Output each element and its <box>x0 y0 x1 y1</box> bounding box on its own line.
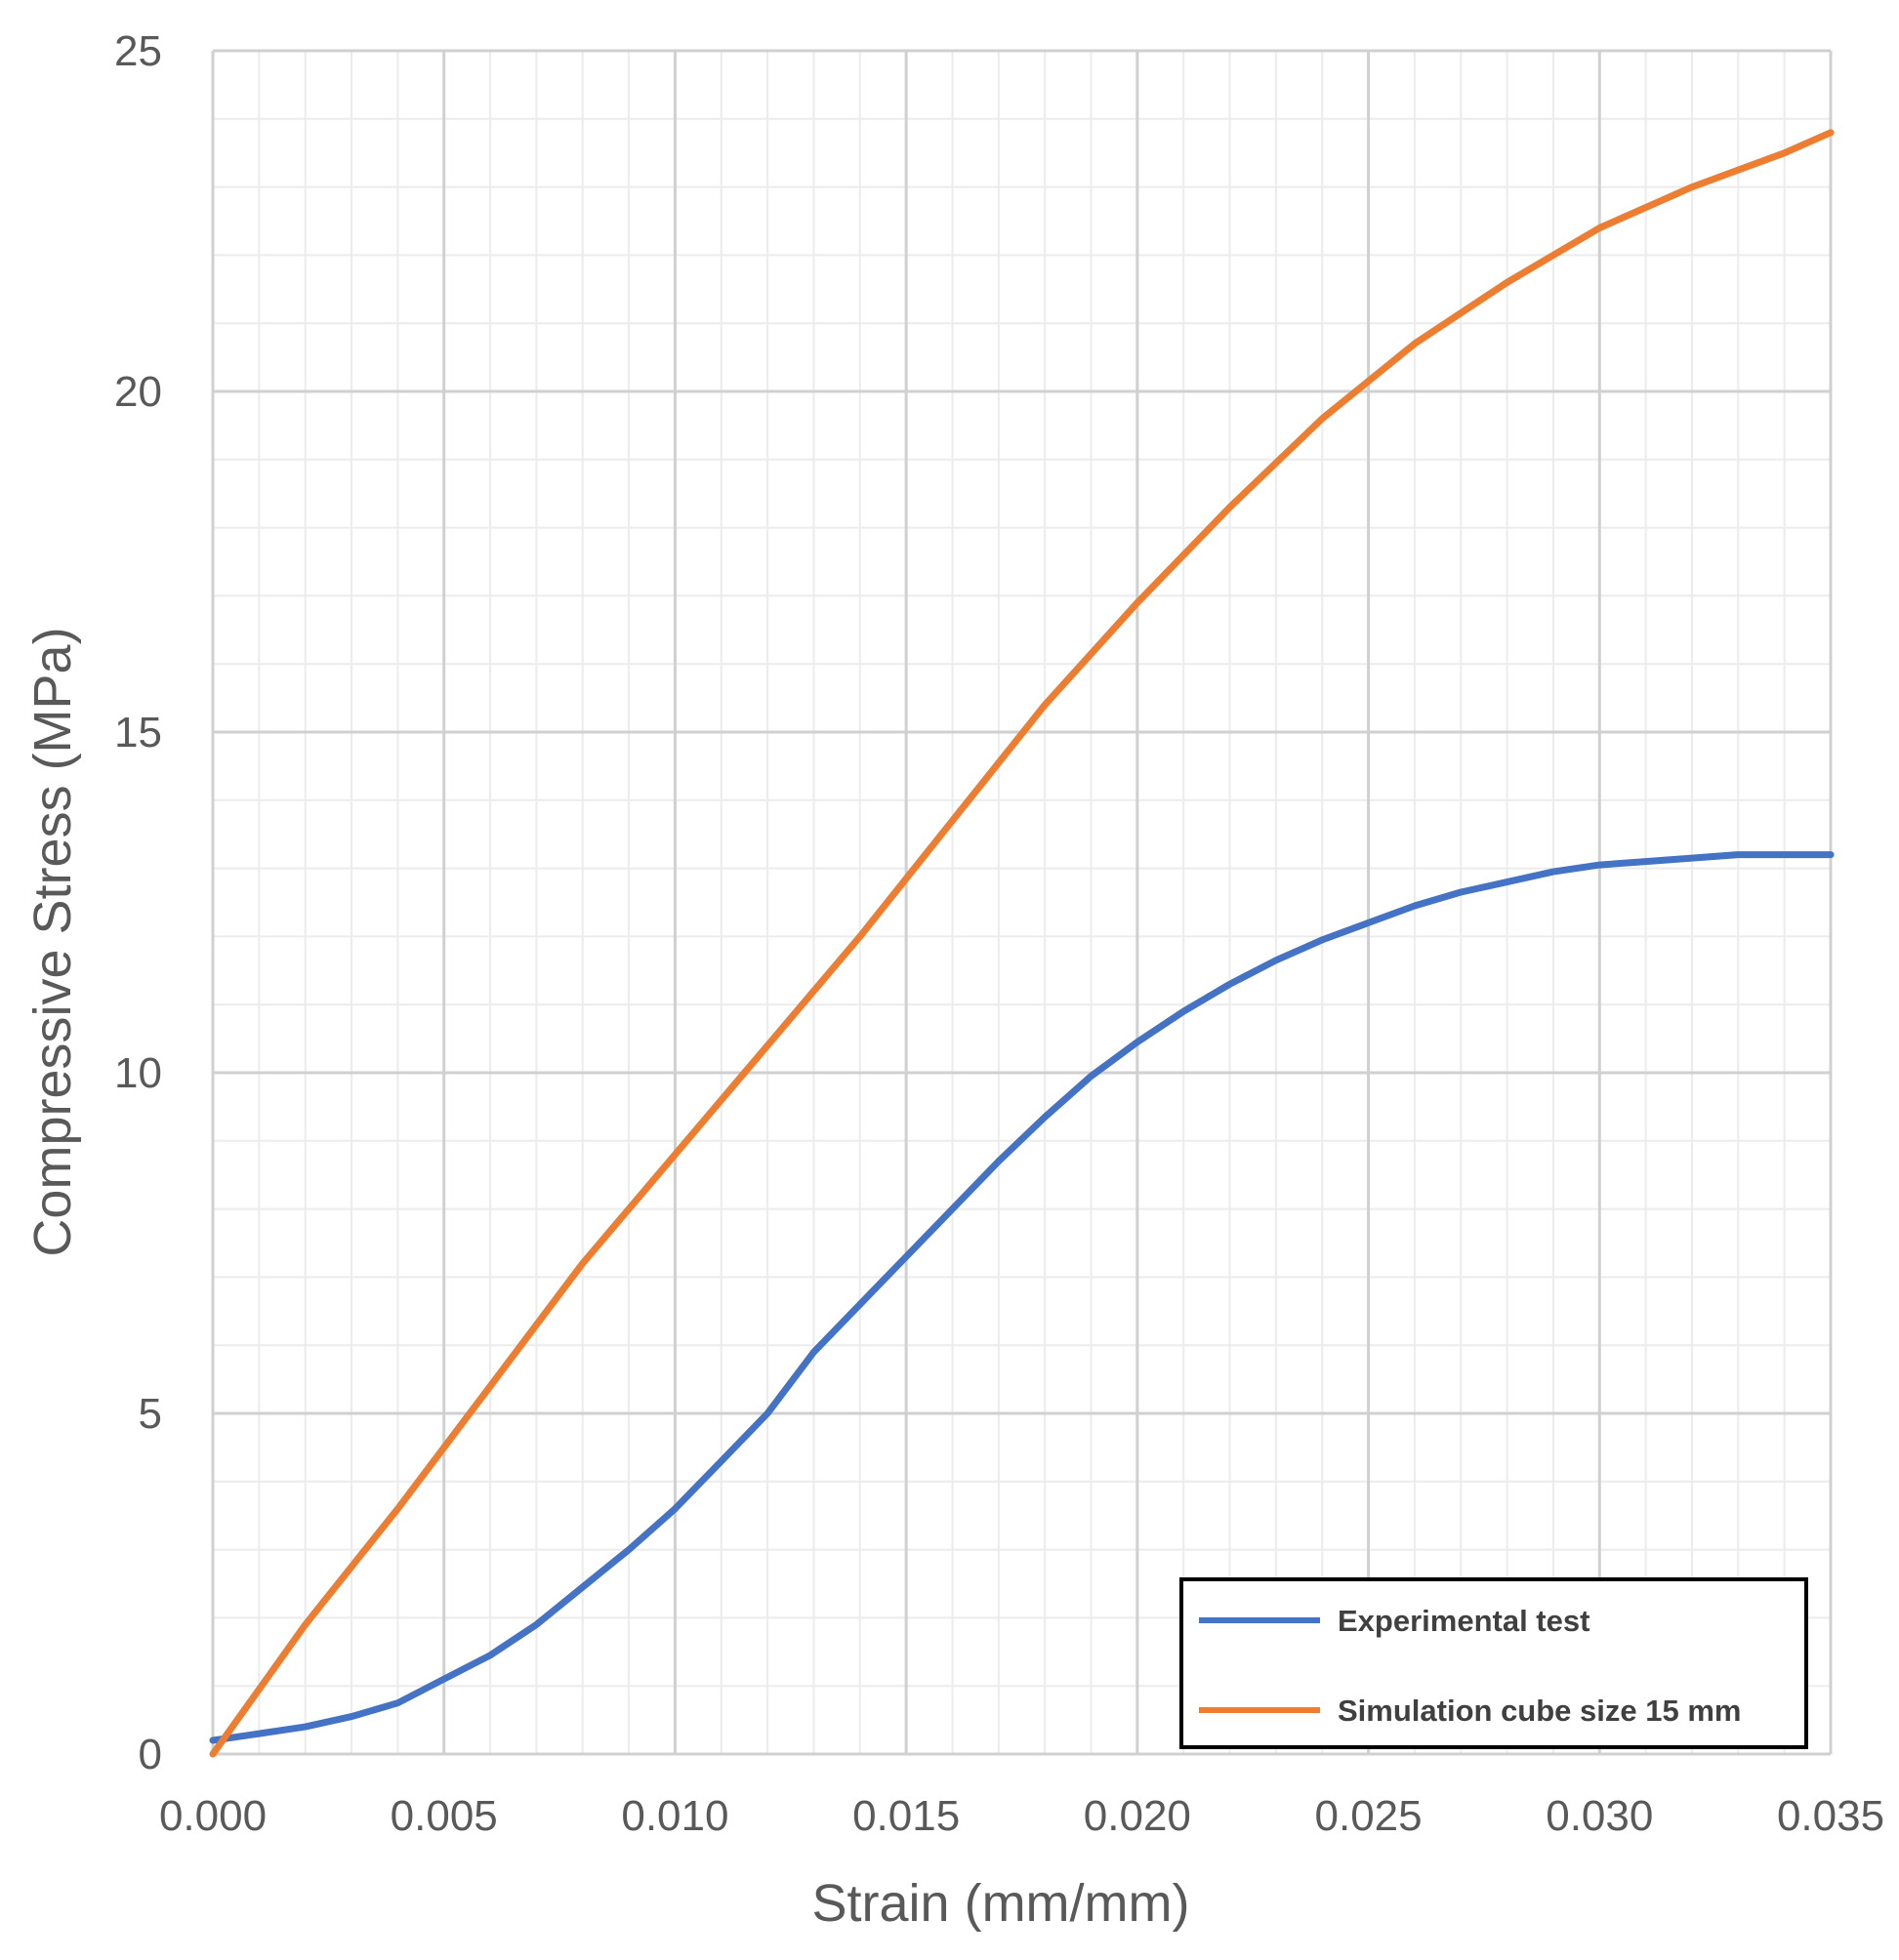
x-tick-label: 0.010 <box>621 1792 728 1840</box>
y-tick-label: 5 <box>139 1390 162 1438</box>
series-line-simulation <box>209 129 1835 1758</box>
x-tick-labels: 0.000 0.005 0.010 0.015 0.020 0.025 0.030 0.035 <box>159 1792 1884 1840</box>
y-axis-title: Compressive Stress (MPa) <box>23 627 82 1256</box>
y-tick-label: 25 <box>114 27 162 75</box>
x-tick-label: 0.015 <box>852 1792 960 1840</box>
legend-box <box>1179 1577 1808 1749</box>
y-tick-label: 20 <box>114 368 162 416</box>
x-axis-title: Strain (mm/mm) <box>812 1874 1190 1933</box>
legend: Experimental test Simulation cube size 1… <box>1179 1577 1808 1749</box>
legend-label-simulation: Simulation cube size 15 mm <box>1338 1694 1741 1728</box>
x-tick-label: 0.025 <box>1315 1792 1423 1840</box>
series-layer <box>209 129 1835 1758</box>
minor-gridlines <box>212 50 1832 1755</box>
legend-label-experimental: Experimental test <box>1338 1604 1589 1638</box>
x-tick-label: 0.000 <box>159 1792 267 1840</box>
y-tick-label: 0 <box>139 1731 162 1778</box>
y-tick-labels: 0 5 10 15 20 25 <box>114 27 162 1778</box>
major-gridlines <box>211 49 1833 1756</box>
y-tick-label: 10 <box>114 1049 162 1097</box>
y-tick-label: 15 <box>114 709 162 756</box>
x-tick-label: 0.035 <box>1777 1792 1884 1840</box>
x-tick-label: 0.020 <box>1084 1792 1191 1840</box>
x-tick-label: 0.030 <box>1546 1792 1653 1840</box>
x-tick-label: 0.005 <box>391 1792 498 1840</box>
series-line-experimental <box>209 851 1835 1744</box>
